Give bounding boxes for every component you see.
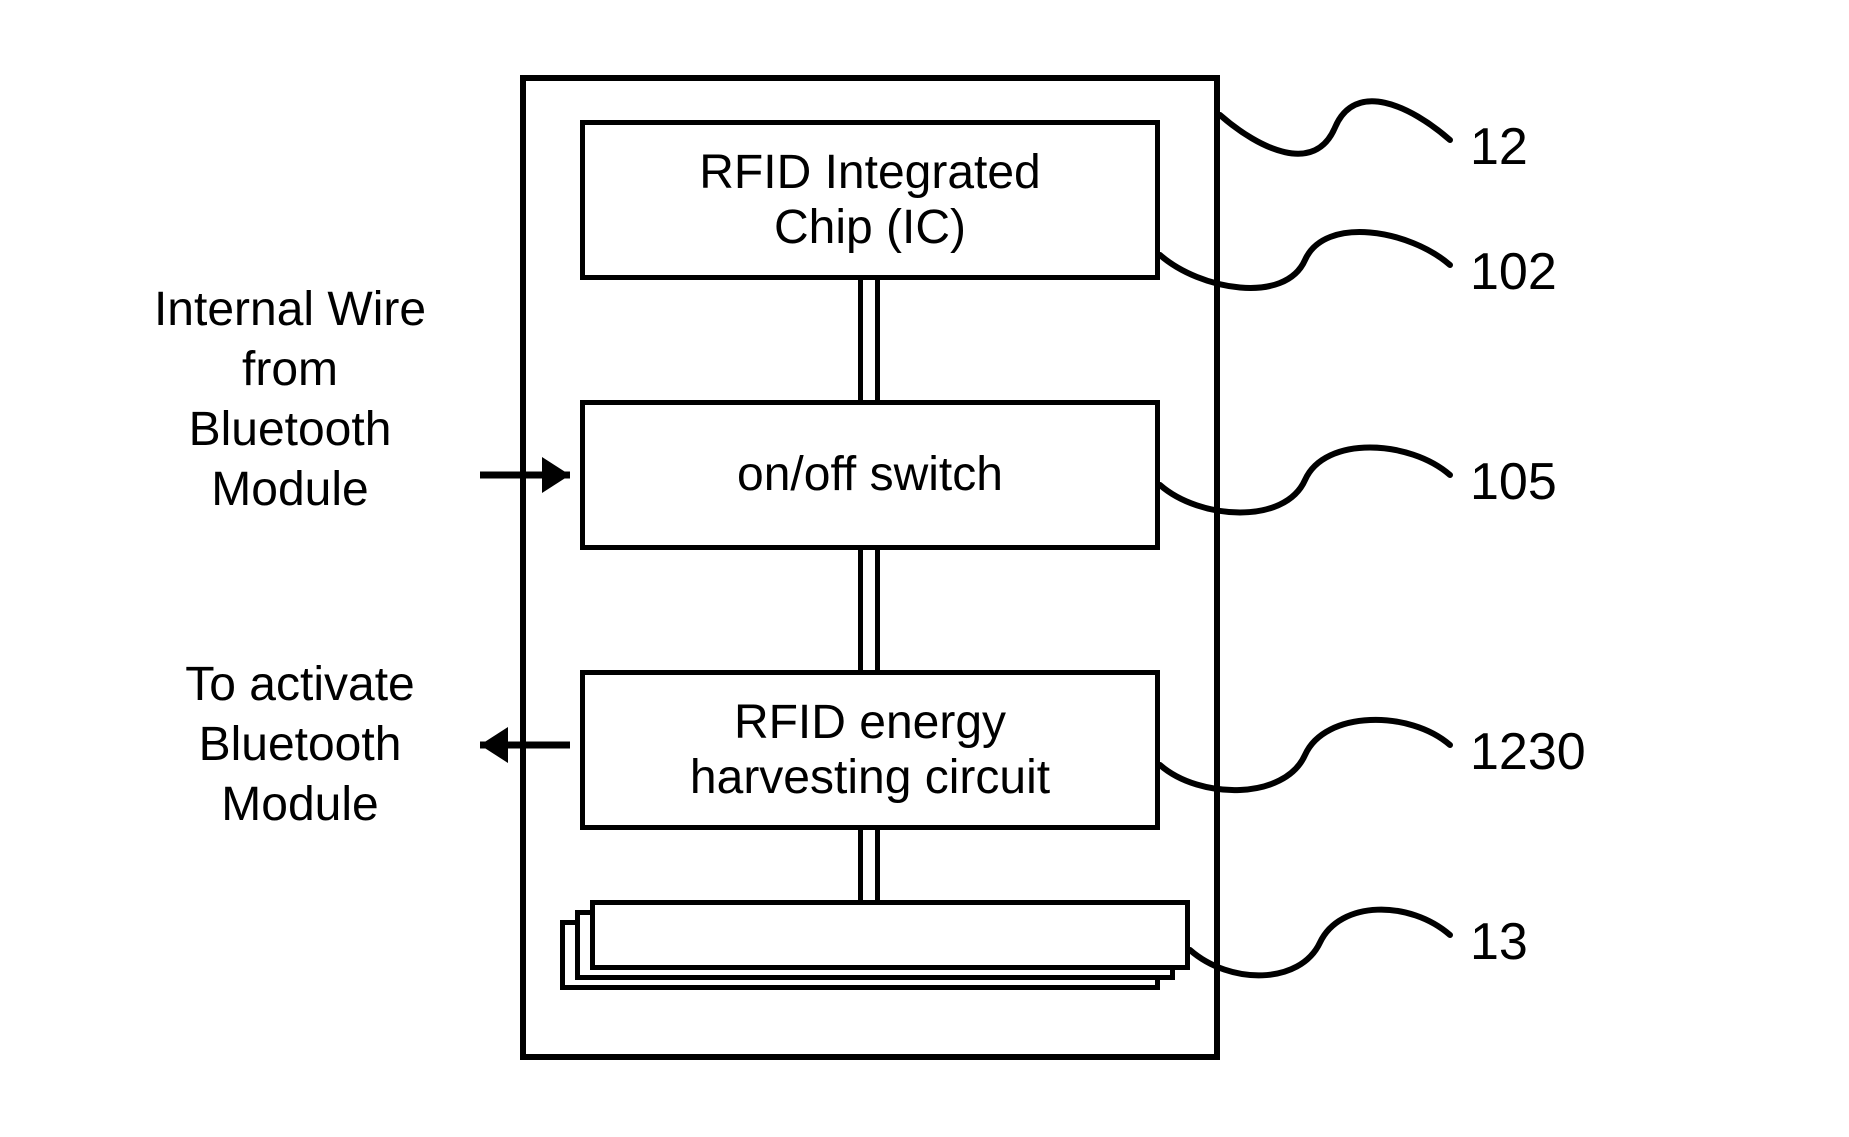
diagram-canvas: RFID IntegratedChip (IC) on/off switch R…: [0, 0, 1849, 1137]
rfid-ic-block: RFID IntegratedChip (IC): [580, 120, 1160, 280]
ref-numeral-13: 13: [1470, 910, 1528, 975]
ref-numeral-105: 105: [1470, 450, 1557, 515]
connector: [858, 550, 880, 670]
harvest-block: RFID energyharvesting circuit: [580, 670, 1160, 830]
ref-numeral-12: 12: [1470, 115, 1528, 180]
switch-label: on/off switch: [737, 447, 1003, 502]
harvest-label: RFID energyharvesting circuit: [690, 695, 1050, 805]
rfid-ic-label: RFID IntegratedChip (IC): [699, 145, 1040, 255]
ref-numeral-1230: 1230: [1470, 720, 1586, 785]
to-activate-label: To activateBluetoothModule: [130, 655, 470, 835]
ref-numeral-102: 102: [1470, 240, 1557, 305]
internal-wire-label: Internal WirefromBluetoothModule: [110, 280, 470, 520]
connector: [858, 830, 880, 900]
switch-block: on/off switch: [580, 400, 1160, 550]
antenna-layer: [590, 900, 1190, 970]
connector: [858, 280, 880, 400]
